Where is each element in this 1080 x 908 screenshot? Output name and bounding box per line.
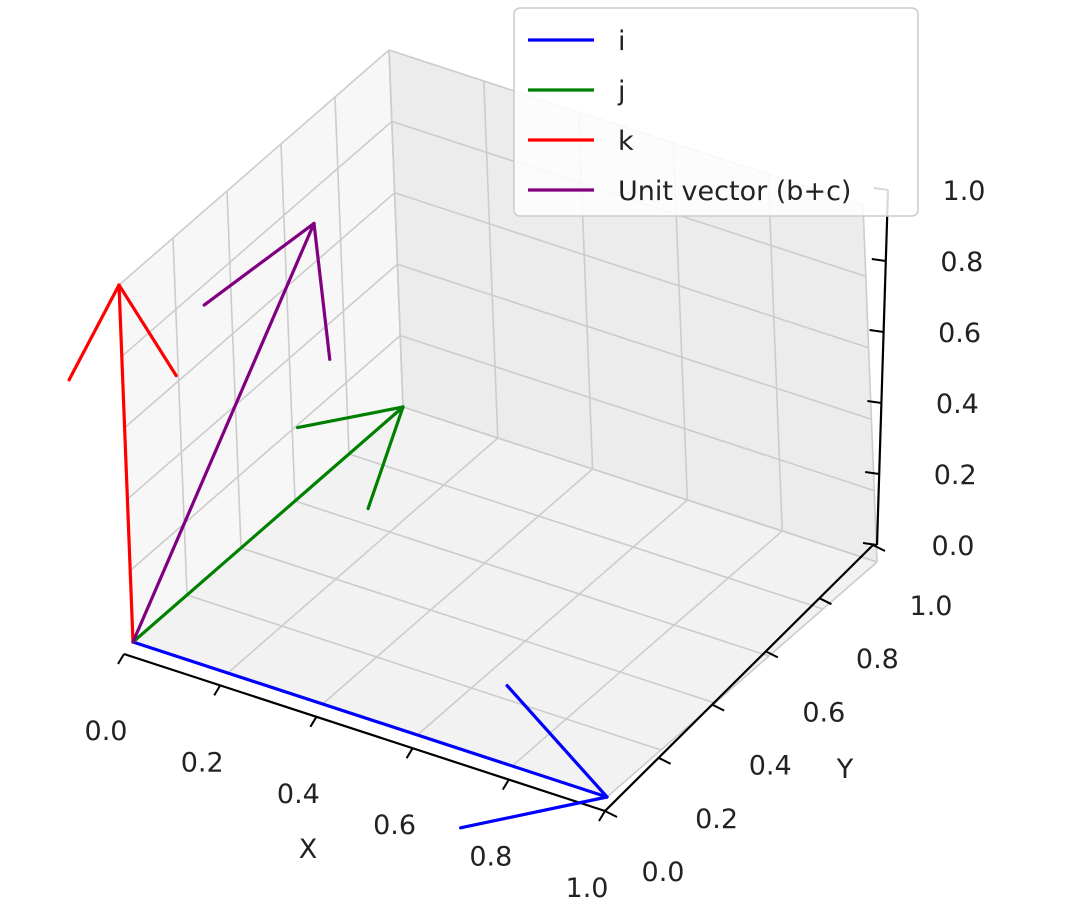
y-tick-mark [765, 650, 779, 659]
z-tick-mark [865, 471, 880, 475]
x-tick-mark [598, 810, 606, 822]
vector-shaft [131, 405, 405, 644]
floor-grid-line [294, 500, 770, 657]
floor-grid-line [511, 530, 783, 767]
left-pane-grid-line [129, 334, 401, 572]
x-tick-label: 0.0 [85, 716, 128, 747]
floor-grid-line [416, 499, 688, 736]
axis-ticks: 0.0 0.2 0.4 0.6 0.8 1.0 0.0 0.2 0.4 0.6 0.8 1.0 0.0 0… [85, 176, 986, 904]
x-axis-label: X [299, 834, 318, 865]
x-tick-mark [213, 684, 222, 696]
back-pane-grid-line [397, 263, 872, 420]
vector-arrow-3 [67, 283, 178, 644]
floor-grid-line [348, 453, 824, 610]
legend: ijk Unit vector (b+c) [513, 7, 919, 217]
axis-lines [123, 189, 890, 813]
floor-grid-line [322, 468, 594, 705]
legend-label: k [618, 126, 634, 157]
legend-label: Unit vector (b+c) [618, 176, 851, 207]
z-tick-mark [871, 258, 886, 262]
y-tick-label: 0.6 [802, 697, 845, 728]
z-tick-mark [862, 542, 878, 546]
vector-head [459, 795, 609, 830]
left-pane-grid-line [124, 192, 396, 429]
left-pane-grid-line [118, 49, 390, 286]
left-pane-grid-line [226, 190, 242, 549]
y-tick-label: 0.8 [856, 644, 899, 675]
y-tick-label: 0.0 [642, 857, 685, 888]
vector-shaft [131, 640, 609, 799]
x-tick-label: 0.8 [469, 842, 512, 873]
vector-arrows [67, 221, 609, 830]
z-tick-label: 0.8 [940, 247, 983, 278]
y-tick-mark [872, 544, 886, 552]
vector-arrow-2 [131, 405, 405, 644]
z-tick-mark [867, 400, 882, 404]
x-tick-label: 0.2 [181, 747, 224, 778]
z-tick-label: 0.0 [932, 531, 975, 562]
y-axis-line [604, 544, 874, 812]
floor-grid-line [186, 594, 662, 751]
vector-arrow-4 [131, 221, 332, 644]
vector-shaft [117, 283, 135, 644]
back-pane-grid-line [767, 173, 783, 532]
legend-label: i [618, 26, 626, 57]
left-pane-grid-line [334, 96, 350, 455]
x-tick-label: 1.0 [566, 873, 609, 904]
vector-head [505, 684, 609, 799]
vector-head [202, 221, 316, 307]
y-tick-mark [711, 703, 725, 712]
x-tick-mark [309, 716, 318, 728]
vector-head [312, 221, 332, 361]
y-tick-mark [658, 756, 672, 765]
y-tick-mark [604, 810, 618, 818]
vector-head [366, 405, 405, 511]
legend-box [513, 7, 919, 217]
left-pane-grid-line [121, 120, 393, 358]
x-tick-mark [405, 747, 414, 759]
left-pane-grid-line [280, 143, 296, 502]
y-tick-label: 1.0 [910, 591, 953, 622]
left-pane-grid-line [172, 237, 188, 596]
back-pane-grid-line [399, 334, 875, 492]
y-axis-label: Y [836, 754, 854, 785]
floor-grid-line [606, 561, 878, 798]
y-tick-label: 0.2 [695, 804, 738, 835]
vector-head [117, 283, 178, 378]
floor-grid-line [227, 437, 499, 674]
z-axis-line [875, 189, 890, 546]
floor-grid-line [240, 547, 716, 704]
vector-head [67, 283, 121, 382]
back-pane-grid-line [394, 192, 869, 349]
legend-label: j [617, 76, 626, 107]
z-tick-label: 0.2 [934, 460, 977, 491]
z-tick-label: 1.0 [943, 176, 986, 207]
x-tick-label: 0.6 [373, 810, 416, 841]
left-pane-grid-line [388, 49, 404, 408]
vector-head [296, 405, 405, 430]
vector-arrow-1 [131, 640, 609, 830]
axis-panes [119, 50, 877, 797]
x-tick-mark [117, 653, 125, 665]
floor-grid-line [402, 406, 878, 563]
back-pane-grid-line [862, 204, 878, 563]
floor-pane [133, 407, 877, 797]
z-tick-mark [869, 329, 884, 333]
x-tick-mark [501, 779, 510, 791]
y-tick-label: 0.4 [749, 751, 792, 782]
back-pane-grid-line [483, 80, 499, 439]
vector-shaft [131, 221, 316, 644]
z-tick-label: 0.4 [936, 389, 979, 420]
left-pane-grid-line [126, 263, 398, 500]
x-axis-line [123, 652, 606, 813]
y-tick-mark [818, 597, 832, 606]
x-tick-label: 0.4 [277, 779, 320, 810]
z-tick-label: 0.6 [938, 318, 981, 349]
